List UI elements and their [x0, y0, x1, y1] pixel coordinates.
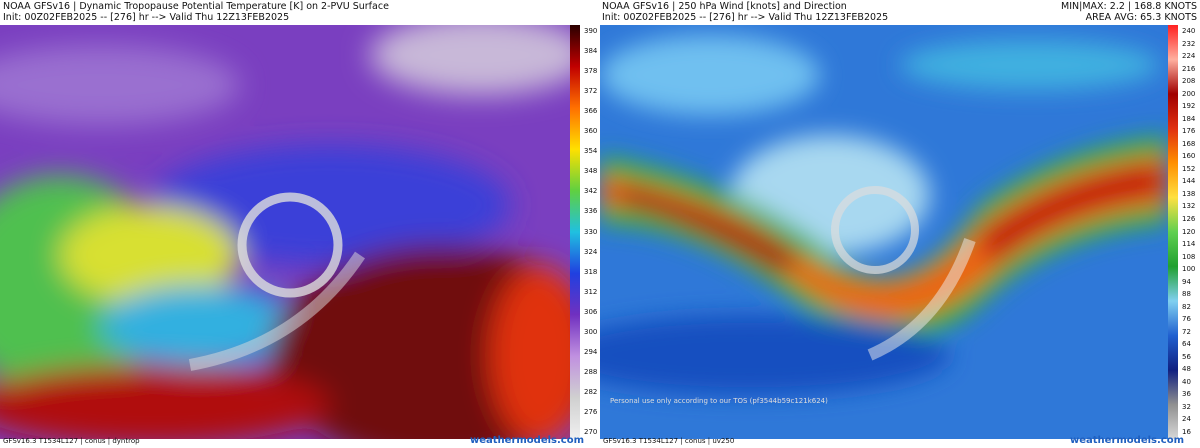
colorbar-label: 108	[1182, 252, 1196, 261]
map	[0, 25, 570, 439]
colorbar-label: 32	[1182, 402, 1191, 411]
colorbar-label: 200	[1182, 89, 1196, 98]
colorbar-label: 36	[1182, 390, 1191, 399]
colorbar-label: 354	[584, 147, 598, 156]
colorbar	[1168, 25, 1178, 439]
left-panel: NOAA GFSv16 | Dynamic Tropopause Potenti…	[0, 1, 598, 446]
title: NOAA GFSv16 | Dynamic Tropopause Potenti…	[3, 1, 389, 12]
init: Init: 00Z02FEB2025 -- [276] hr --> Valid…	[3, 12, 290, 23]
colorbar-label: 88	[1182, 290, 1191, 299]
minmax: MIN|MAX: 2.2 | 168.8 KNOTS	[1061, 1, 1197, 12]
colorbar-label: 56	[1182, 352, 1191, 361]
title: NOAA GFSv16 | 250 hPa Wind [knots] and D…	[602, 1, 847, 12]
colorbar-label: 360	[584, 127, 598, 136]
colorbar-label: 152	[1182, 164, 1196, 173]
footer: GFSv16.3 T1534L127 | conus | dyntrop	[3, 437, 140, 445]
brand: weathermodels.com	[1070, 435, 1185, 446]
colorbar-label: 114	[1182, 240, 1196, 249]
colorbar-label: 94	[1182, 277, 1191, 286]
init: Init: 00Z02FEB2025 -- [276] hr --> Valid…	[602, 12, 889, 23]
colorbar-label: 24	[1182, 415, 1191, 424]
colorbar-label: 120	[1182, 227, 1196, 236]
colorbar-label: 276	[584, 407, 598, 416]
colorbar-label: 300	[584, 327, 598, 336]
colorbar-label: 176	[1182, 127, 1196, 136]
colorbar-label: 76	[1182, 315, 1191, 324]
colorbar-label: 348	[584, 167, 598, 176]
colorbar-label: 330	[584, 227, 598, 236]
colorbar-label: 216	[1182, 64, 1196, 73]
colorbar-label: 270	[584, 428, 598, 436]
watermark: Personal use only according to our TOS (…	[610, 397, 828, 405]
brand: weathermodels.com	[470, 435, 585, 446]
colorbar-label: 82	[1182, 302, 1191, 311]
colorbar-label: 132	[1182, 202, 1196, 211]
colorbar-label: 306	[584, 307, 598, 316]
colorbar-label: 184	[1182, 114, 1196, 123]
colorbar-label: 48	[1182, 365, 1191, 374]
right-panel: NOAA GFSv16 | 250 hPa Wind [knots] and D…	[600, 0, 1200, 448]
colorbar-label: 160	[1182, 152, 1196, 161]
colorbar-label: 294	[584, 347, 598, 356]
colorbar-label: 72	[1182, 327, 1191, 336]
colorbar-label: 390	[584, 27, 598, 35]
colorbar-label: 168	[1182, 139, 1196, 148]
colorbar-label: 192	[1182, 102, 1196, 111]
colorbar-label: 144	[1182, 177, 1196, 186]
colorbar-label: 372	[584, 87, 598, 96]
colorbar-label: 126	[1182, 214, 1196, 223]
colorbar-label: 288	[584, 367, 598, 376]
colorbar-label: 312	[584, 287, 598, 296]
colorbar-label: 40	[1182, 377, 1191, 386]
colorbar-label: 100	[1182, 265, 1196, 274]
colorbar-label: 384	[584, 47, 598, 56]
colorbar-label: 366	[584, 107, 598, 116]
colorbar-label: 282	[584, 387, 598, 396]
area-avg: AREA AVG: 65.3 KNOTS	[1085, 12, 1197, 23]
colorbar-label: 318	[584, 267, 598, 276]
colorbar-label: 232	[1182, 39, 1196, 48]
footer: GFSv16.3 T1534L127 | conus | uv250	[603, 437, 735, 445]
colorbar-label: 378	[584, 67, 598, 76]
colorbar-label: 16	[1182, 428, 1191, 436]
colorbar	[570, 25, 580, 439]
colorbar-label: 224	[1182, 52, 1196, 61]
colorbar-label: 208	[1182, 77, 1196, 86]
colorbar-label: 324	[584, 247, 598, 256]
colorbar-label: 336	[584, 207, 598, 216]
colorbar-label: 138	[1182, 189, 1196, 198]
colorbar-label: 240	[1182, 27, 1196, 35]
colorbar-label: 64	[1182, 340, 1191, 349]
map	[600, 25, 1168, 439]
colorbar-label: 342	[584, 187, 598, 196]
